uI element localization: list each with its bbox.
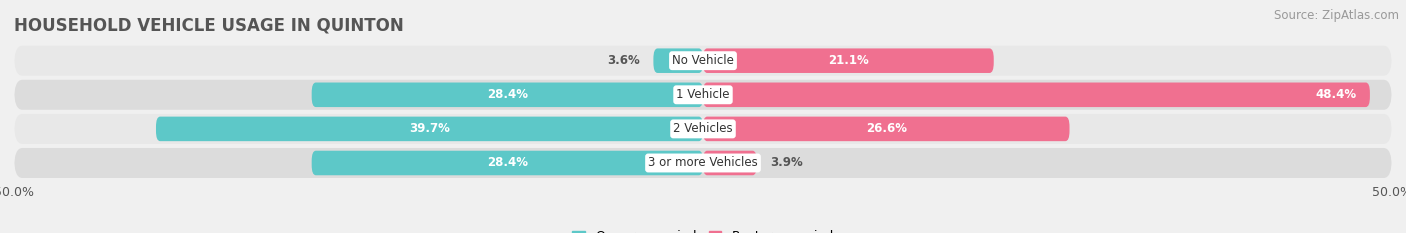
FancyBboxPatch shape — [703, 151, 756, 175]
Text: 3.9%: 3.9% — [770, 157, 803, 169]
FancyBboxPatch shape — [703, 116, 1070, 141]
Text: 28.4%: 28.4% — [486, 157, 527, 169]
FancyBboxPatch shape — [14, 46, 1392, 76]
FancyBboxPatch shape — [703, 48, 994, 73]
Text: Source: ZipAtlas.com: Source: ZipAtlas.com — [1274, 9, 1399, 22]
Text: 26.6%: 26.6% — [866, 122, 907, 135]
FancyBboxPatch shape — [14, 148, 1392, 178]
Text: 3 or more Vehicles: 3 or more Vehicles — [648, 157, 758, 169]
Text: No Vehicle: No Vehicle — [672, 54, 734, 67]
Text: 28.4%: 28.4% — [486, 88, 527, 101]
FancyBboxPatch shape — [312, 82, 703, 107]
Text: 1 Vehicle: 1 Vehicle — [676, 88, 730, 101]
Legend: Owner-occupied, Renter-occupied: Owner-occupied, Renter-occupied — [568, 225, 838, 233]
FancyBboxPatch shape — [654, 48, 703, 73]
Text: 39.7%: 39.7% — [409, 122, 450, 135]
Text: 3.6%: 3.6% — [607, 54, 640, 67]
Text: 2 Vehicles: 2 Vehicles — [673, 122, 733, 135]
FancyBboxPatch shape — [156, 116, 703, 141]
Text: HOUSEHOLD VEHICLE USAGE IN QUINTON: HOUSEHOLD VEHICLE USAGE IN QUINTON — [14, 17, 404, 35]
Text: 21.1%: 21.1% — [828, 54, 869, 67]
Text: 48.4%: 48.4% — [1315, 88, 1357, 101]
FancyBboxPatch shape — [14, 80, 1392, 110]
FancyBboxPatch shape — [312, 151, 703, 175]
FancyBboxPatch shape — [703, 82, 1369, 107]
FancyBboxPatch shape — [14, 114, 1392, 144]
